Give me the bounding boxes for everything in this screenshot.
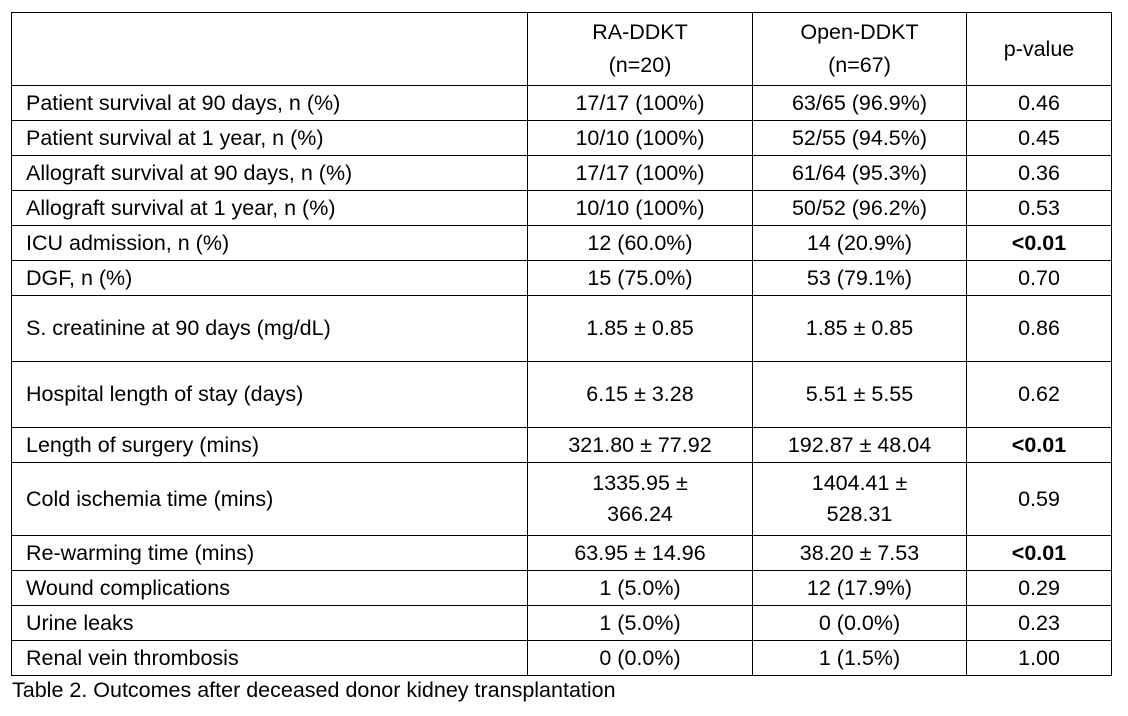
ra-value: 17/17 (100%) [527,155,753,191]
open-value: 50/52 (96.2%) [752,190,967,226]
row-label: Wound complications [11,570,528,606]
table-row: S. creatinine at 90 days (mg/dL) 1.85 ± … [11,295,1112,362]
header-label [11,12,528,86]
row-label: DGF, n (%) [11,260,528,296]
p-value: 0.86 [966,295,1112,362]
header-p-value: p-value [966,12,1112,86]
row-label: ICU admission, n (%) [11,225,528,261]
p-value: 0.36 [966,155,1112,191]
ra-value: 1.85 ± 0.85 [527,295,753,362]
open-value: 1 (1.5%) [752,640,967,676]
table-row: DGF, n (%) 15 (75.0%) 53 (79.1%) 0.70 [11,260,1112,296]
open-value: 1.85 ± 0.85 [752,295,967,362]
ra-value: 321.80 ± 77.92 [527,427,753,463]
table-caption: Table 2. Outcomes after deceased donor k… [12,678,616,702]
header-open-ddkt-n: (n=67) [828,53,891,77]
row-label: Allograft survival at 90 days, n (%) [11,155,528,191]
row-label: Allograft survival at 1 year, n (%) [11,190,528,226]
open-value: 38.20 ± 7.53 [752,535,967,571]
open-value: 61/64 (95.3%) [752,155,967,191]
open-value: 192.87 ± 48.04 [752,427,967,463]
header-ra-ddkt: RA-DDKT (n=20) [527,12,753,86]
open-value: 0 (0.0%) [752,605,967,641]
table-row: Patient survival at 1 year, n (%) 10/10 … [11,120,1112,156]
row-label: Length of surgery (mins) [11,427,528,463]
outcomes-table: RA-DDKT (n=20) Open-DDKT (n=67) p-value … [11,12,1112,676]
ra-value: 10/10 (100%) [527,120,753,156]
p-value: 0.29 [966,570,1112,606]
ra-value: 1 (5.0%) [527,605,753,641]
table-row: Cold ischemia time (mins) 1335.95 ± 366.… [11,462,1112,536]
open-value: 14 (20.9%) [752,225,967,261]
table-row: Re-warming time (mins) 63.95 ± 14.96 38.… [11,535,1112,571]
ra-value: 63.95 ± 14.96 [527,535,753,571]
header-ra-ddkt-n: (n=20) [608,53,672,77]
ra-value: 12 (60.0%) [527,225,753,261]
open-value: 53 (79.1%) [752,260,967,296]
table-row: Patient survival at 90 days, n (%) 17/17… [11,85,1112,121]
ra-value: 17/17 (100%) [527,85,753,121]
header-open-ddkt-name: Open-DDKT [800,20,919,44]
row-label: Patient survival at 90 days, n (%) [11,85,528,121]
row-label: Re-warming time (mins) [11,535,528,571]
ra-value: 10/10 (100%) [527,190,753,226]
ra-value: 1335.95 ± 366.24 [527,462,753,536]
row-label: S. creatinine at 90 days (mg/dL) [11,295,528,362]
ra-value: 1 (5.0%) [527,570,753,606]
table-row: Renal vein thrombosis 0 (0.0%) 1 (1.5%) … [11,640,1112,676]
p-value: 0.46 [966,85,1112,121]
p-value-significant: <0.01 [966,535,1112,571]
open-value-line2: 528.31 [826,502,893,526]
row-label: Hospital length of stay (days) [11,361,528,428]
p-value-significant: <0.01 [966,225,1112,261]
table-row: Wound complications 1 (5.0%) 12 (17.9%) … [11,570,1112,606]
open-value: 63/65 (96.9%) [752,85,967,121]
table-row: Hospital length of stay (days) 6.15 ± 3.… [11,361,1112,428]
table-row: Urine leaks 1 (5.0%) 0 (0.0%) 0.23 [11,605,1112,641]
open-value: 1404.41 ± 528.31 [752,462,967,536]
ra-value: 15 (75.0%) [527,260,753,296]
open-value-line1: 1404.41 ± [811,471,908,495]
open-value: 5.51 ± 5.55 [752,361,967,428]
p-value: 0.45 [966,120,1112,156]
p-value: 0.53 [966,190,1112,226]
row-label: Cold ischemia time (mins) [11,462,528,536]
row-label: Renal vein thrombosis [11,640,528,676]
table-row: Allograft survival at 1 year, n (%) 10/1… [11,190,1112,226]
p-value: 1.00 [966,640,1112,676]
header-open-ddkt: Open-DDKT (n=67) [752,12,967,86]
p-value: 0.62 [966,361,1112,428]
open-value: 52/55 (94.5%) [752,120,967,156]
table-row: Allograft survival at 90 days, n (%) 17/… [11,155,1112,191]
p-value-significant: <0.01 [966,427,1112,463]
table-row: ICU admission, n (%) 12 (60.0%) 14 (20.9… [11,225,1112,261]
p-value: 0.23 [966,605,1112,641]
table-row: Length of surgery (mins) 321.80 ± 77.92 … [11,427,1112,463]
ra-value: 6.15 ± 3.28 [527,361,753,428]
p-value: 0.70 [966,260,1112,296]
table-header-row: RA-DDKT (n=20) Open-DDKT (n=67) p-value [11,12,1112,86]
header-ra-ddkt-name: RA-DDKT [592,20,688,44]
ra-value-line2: 366.24 [607,502,673,526]
row-label: Urine leaks [11,605,528,641]
p-value: 0.59 [966,462,1112,536]
outcomes-table-container: RA-DDKT (n=20) Open-DDKT (n=67) p-value … [11,12,1112,676]
ra-value: 0 (0.0%) [527,640,753,676]
open-value: 12 (17.9%) [752,570,967,606]
ra-value-line1: 1335.95 ± [592,471,688,495]
row-label: Patient survival at 1 year, n (%) [11,120,528,156]
